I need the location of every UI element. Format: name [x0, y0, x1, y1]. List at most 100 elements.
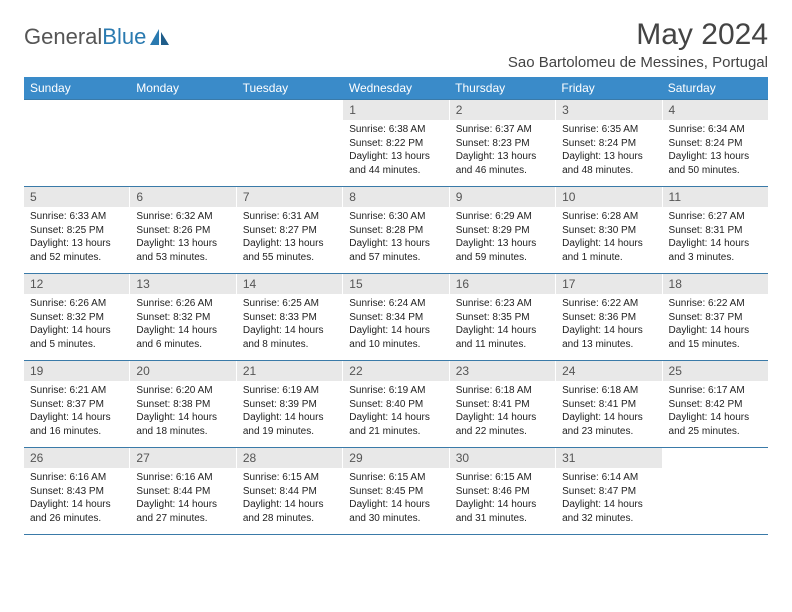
daylight-line2: and 26 minutes. [30, 512, 123, 526]
daylight-line2: and 32 minutes. [562, 512, 655, 526]
sunrise-text: Sunrise: 6:22 AM [669, 297, 762, 311]
daylight-line1: Daylight: 14 hours [136, 498, 229, 512]
weekday-header: Monday [130, 77, 236, 99]
sunrise-text: Sunrise: 6:24 AM [349, 297, 442, 311]
daylight-line1: Daylight: 13 hours [243, 237, 336, 251]
daylight-line2: and 25 minutes. [669, 425, 762, 439]
day-body: Sunrise: 6:35 AMSunset: 8:24 PMDaylight:… [556, 120, 661, 180]
day-cell: 17Sunrise: 6:22 AMSunset: 8:36 PMDayligh… [556, 274, 662, 360]
daylight-line2: and 57 minutes. [349, 251, 442, 265]
sunrise-text: Sunrise: 6:23 AM [456, 297, 549, 311]
week-row: 5Sunrise: 6:33 AMSunset: 8:25 PMDaylight… [24, 186, 768, 273]
sunset-text: Sunset: 8:41 PM [456, 398, 549, 412]
daylight-line2: and 28 minutes. [243, 512, 336, 526]
calendar-grid: SundayMondayTuesdayWednesdayThursdayFrid… [24, 77, 768, 535]
daylight-line1: Daylight: 14 hours [136, 324, 229, 338]
day-cell [663, 448, 768, 534]
day-number: 14 [237, 274, 342, 294]
day-number: 3 [556, 100, 661, 120]
sunset-text: Sunset: 8:33 PM [243, 311, 336, 325]
day-number: 15 [343, 274, 448, 294]
sunset-text: Sunset: 8:47 PM [562, 485, 655, 499]
day-body: Sunrise: 6:27 AMSunset: 8:31 PMDaylight:… [663, 207, 768, 267]
daylight-line2: and 22 minutes. [456, 425, 549, 439]
sunrise-text: Sunrise: 6:25 AM [243, 297, 336, 311]
daylight-line2: and 27 minutes. [136, 512, 229, 526]
daylight-line1: Daylight: 14 hours [562, 411, 655, 425]
sunset-text: Sunset: 8:40 PM [349, 398, 442, 412]
daylight-line2: and 48 minutes. [562, 164, 655, 178]
daylight-line1: Daylight: 14 hours [30, 498, 123, 512]
weekday-header: Saturday [662, 77, 768, 99]
daylight-line2: and 3 minutes. [669, 251, 762, 265]
sunrise-text: Sunrise: 6:18 AM [456, 384, 549, 398]
daylight-line2: and 6 minutes. [136, 338, 229, 352]
sunset-text: Sunset: 8:24 PM [562, 137, 655, 151]
sunset-text: Sunset: 8:27 PM [243, 224, 336, 238]
day-cell: 25Sunrise: 6:17 AMSunset: 8:42 PMDayligh… [663, 361, 768, 447]
sunset-text: Sunset: 8:41 PM [562, 398, 655, 412]
daylight-line2: and 23 minutes. [562, 425, 655, 439]
sunset-text: Sunset: 8:31 PM [669, 224, 762, 238]
day-body: Sunrise: 6:16 AMSunset: 8:44 PMDaylight:… [130, 468, 235, 528]
sunrise-text: Sunrise: 6:26 AM [136, 297, 229, 311]
day-number: 6 [130, 187, 235, 207]
day-cell: 27Sunrise: 6:16 AMSunset: 8:44 PMDayligh… [130, 448, 236, 534]
daylight-line2: and 16 minutes. [30, 425, 123, 439]
daylight-line2: and 15 minutes. [669, 338, 762, 352]
day-number: 31 [556, 448, 661, 468]
day-cell [24, 100, 130, 186]
week-row: 12Sunrise: 6:26 AMSunset: 8:32 PMDayligh… [24, 273, 768, 360]
sunrise-text: Sunrise: 6:37 AM [456, 123, 549, 137]
daylight-line1: Daylight: 13 hours [136, 237, 229, 251]
day-body: Sunrise: 6:38 AMSunset: 8:22 PMDaylight:… [343, 120, 448, 180]
sunrise-text: Sunrise: 6:31 AM [243, 210, 336, 224]
day-cell: 11Sunrise: 6:27 AMSunset: 8:31 PMDayligh… [663, 187, 768, 273]
sunrise-text: Sunrise: 6:35 AM [562, 123, 655, 137]
day-body: Sunrise: 6:22 AMSunset: 8:36 PMDaylight:… [556, 294, 661, 354]
day-body: Sunrise: 6:24 AMSunset: 8:34 PMDaylight:… [343, 294, 448, 354]
sunrise-text: Sunrise: 6:27 AM [669, 210, 762, 224]
day-body: Sunrise: 6:15 AMSunset: 8:45 PMDaylight:… [343, 468, 448, 528]
day-body: Sunrise: 6:22 AMSunset: 8:37 PMDaylight:… [663, 294, 768, 354]
sunset-text: Sunset: 8:34 PM [349, 311, 442, 325]
day-body: Sunrise: 6:28 AMSunset: 8:30 PMDaylight:… [556, 207, 661, 267]
day-body [663, 468, 768, 474]
daylight-line2: and 5 minutes. [30, 338, 123, 352]
day-cell: 1Sunrise: 6:38 AMSunset: 8:22 PMDaylight… [343, 100, 449, 186]
sunset-text: Sunset: 8:30 PM [562, 224, 655, 238]
day-cell: 30Sunrise: 6:15 AMSunset: 8:46 PMDayligh… [450, 448, 556, 534]
day-cell: 4Sunrise: 6:34 AMSunset: 8:24 PMDaylight… [663, 100, 768, 186]
weekday-header: Friday [555, 77, 661, 99]
calendar-page: GeneralBlue May 2024 Sao Bartolomeu de M… [0, 0, 792, 553]
day-body: Sunrise: 6:15 AMSunset: 8:44 PMDaylight:… [237, 468, 342, 528]
day-number: 8 [343, 187, 448, 207]
day-body: Sunrise: 6:16 AMSunset: 8:43 PMDaylight:… [24, 468, 129, 528]
brand-logo: GeneralBlue [24, 18, 171, 50]
sunset-text: Sunset: 8:44 PM [136, 485, 229, 499]
daylight-line2: and 1 minute. [562, 251, 655, 265]
sunrise-text: Sunrise: 6:15 AM [243, 471, 336, 485]
brand-part2: Blue [102, 24, 146, 50]
daylight-line1: Daylight: 14 hours [562, 324, 655, 338]
daylight-line1: Daylight: 13 hours [349, 237, 442, 251]
day-cell: 2Sunrise: 6:37 AMSunset: 8:23 PMDaylight… [450, 100, 556, 186]
day-body [237, 120, 342, 126]
day-cell: 15Sunrise: 6:24 AMSunset: 8:34 PMDayligh… [343, 274, 449, 360]
day-number: 13 [130, 274, 235, 294]
day-number: 4 [663, 100, 768, 120]
day-cell: 21Sunrise: 6:19 AMSunset: 8:39 PMDayligh… [237, 361, 343, 447]
sunrise-text: Sunrise: 6:16 AM [30, 471, 123, 485]
day-cell: 24Sunrise: 6:18 AMSunset: 8:41 PMDayligh… [556, 361, 662, 447]
day-body: Sunrise: 6:31 AMSunset: 8:27 PMDaylight:… [237, 207, 342, 267]
day-cell: 13Sunrise: 6:26 AMSunset: 8:32 PMDayligh… [130, 274, 236, 360]
day-cell: 10Sunrise: 6:28 AMSunset: 8:30 PMDayligh… [556, 187, 662, 273]
sunset-text: Sunset: 8:36 PM [562, 311, 655, 325]
daylight-line1: Daylight: 13 hours [349, 150, 442, 164]
daylight-line2: and 19 minutes. [243, 425, 336, 439]
day-body [130, 120, 235, 126]
sunset-text: Sunset: 8:35 PM [456, 311, 549, 325]
day-body: Sunrise: 6:19 AMSunset: 8:39 PMDaylight:… [237, 381, 342, 441]
sunrise-text: Sunrise: 6:26 AM [30, 297, 123, 311]
sunset-text: Sunset: 8:43 PM [30, 485, 123, 499]
